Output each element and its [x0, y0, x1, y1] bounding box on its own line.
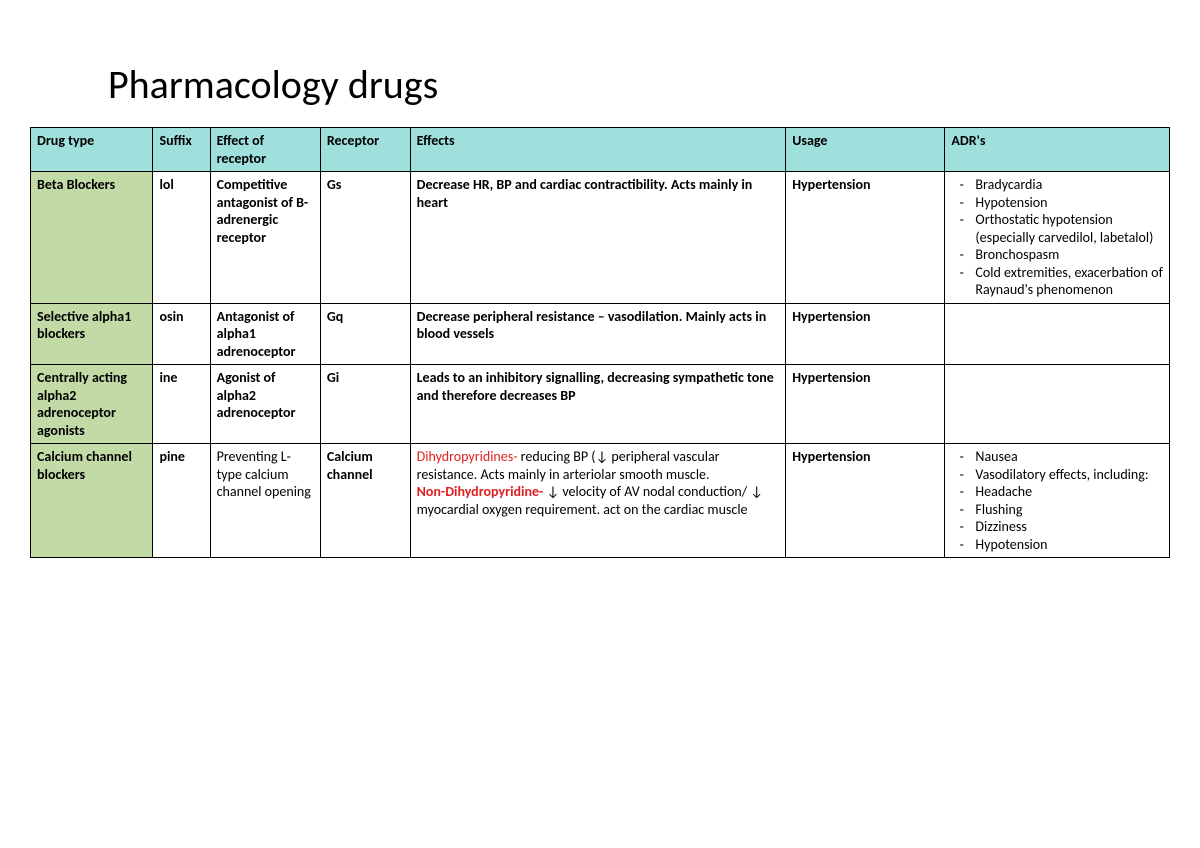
table-body: Beta BlockerslolCompetitive antagonist o…: [31, 172, 1170, 558]
page-title: Pharmacology drugs: [108, 60, 1170, 109]
table-row: Selective alpha1 blockersosinAntagonist …: [31, 303, 1170, 365]
col-header: Effect of receptor: [210, 128, 320, 172]
table-row: Centrally acting alpha2 adrenoceptor ago…: [31, 365, 1170, 444]
cell-drug-type: Calcium channel blockers: [31, 444, 153, 558]
cell-receptor: Calcium channel: [320, 444, 410, 558]
cell-adrs: [945, 365, 1170, 444]
cell-effects: Dihydropyridines- reducing BP (↓ periphe…: [410, 444, 786, 558]
adr-item: Hypotension: [973, 536, 1163, 554]
cell-effect-of-receptor: Agonist of alpha2 adrenoceptor: [210, 365, 320, 444]
col-header: Drug type: [31, 128, 153, 172]
cell-usage: Hypertension: [786, 365, 945, 444]
cell-adrs: [945, 303, 1170, 365]
header-row: Drug typeSuffixEffect of receptorRecepto…: [31, 128, 1170, 172]
cell-adrs: NauseaVasodilatory effects, including:He…: [945, 444, 1170, 558]
col-header: Effects: [410, 128, 786, 172]
page: Pharmacology drugs Drug typeSuffixEffect…: [0, 0, 1200, 558]
adr-list: BradycardiaHypotensionOrthostatic hypote…: [951, 176, 1163, 299]
cell-suffix: lol: [153, 172, 210, 304]
cell-suffix: pine: [153, 444, 210, 558]
cell-usage: Hypertension: [786, 303, 945, 365]
adr-item: Dizziness: [973, 518, 1163, 536]
cell-effect-of-receptor: Competitive antagonist of B- adrenergic …: [210, 172, 320, 304]
cell-effects: Decrease HR, BP and cardiac contractibil…: [410, 172, 786, 304]
adr-item: Nausea: [973, 448, 1163, 466]
adr-item: Bronchospasm: [973, 246, 1163, 264]
adr-item: Vasodilatory effects, including:: [973, 466, 1163, 484]
adr-item: Cold extremities, exacerbation of Raynau…: [973, 264, 1163, 299]
col-header: ADR's: [945, 128, 1170, 172]
cell-usage: Hypertension: [786, 172, 945, 304]
drugs-table: Drug typeSuffixEffect of receptorRecepto…: [30, 127, 1170, 558]
col-header: Receptor: [320, 128, 410, 172]
cell-receptor: Gq: [320, 303, 410, 365]
table-row: Beta BlockerslolCompetitive antagonist o…: [31, 172, 1170, 304]
adr-item: Bradycardia: [973, 176, 1163, 194]
col-header: Usage: [786, 128, 945, 172]
adr-item: Headache: [973, 483, 1163, 501]
cell-receptor: Gi: [320, 365, 410, 444]
cell-drug-type: Selective alpha1 blockers: [31, 303, 153, 365]
cell-effect-of-receptor: Antagonist of alpha1 adrenoceptor: [210, 303, 320, 365]
cell-receptor: Gs: [320, 172, 410, 304]
cell-usage: Hypertension: [786, 444, 945, 558]
col-header: Suffix: [153, 128, 210, 172]
cell-effect-of-receptor: Preventing L-type calcium channel openin…: [210, 444, 320, 558]
cell-adrs: BradycardiaHypotensionOrthostatic hypote…: [945, 172, 1170, 304]
cell-suffix: osin: [153, 303, 210, 365]
adr-item: Flushing: [973, 501, 1163, 519]
adr-item: Orthostatic hypotension (especially carv…: [973, 211, 1163, 246]
adr-item: Hypotension: [973, 194, 1163, 212]
cell-drug-type: Centrally acting alpha2 adrenoceptor ago…: [31, 365, 153, 444]
cell-suffix: ine: [153, 365, 210, 444]
adr-list: NauseaVasodilatory effects, including:He…: [951, 448, 1163, 553]
table-row: Calcium channel blockerspinePreventing L…: [31, 444, 1170, 558]
cell-effects: Decrease peripheral resistance – vasodil…: [410, 303, 786, 365]
cell-drug-type: Beta Blockers: [31, 172, 153, 304]
table-head: Drug typeSuffixEffect of receptorRecepto…: [31, 128, 1170, 172]
cell-effects: Leads to an inhibitory signalling, decre…: [410, 365, 786, 444]
